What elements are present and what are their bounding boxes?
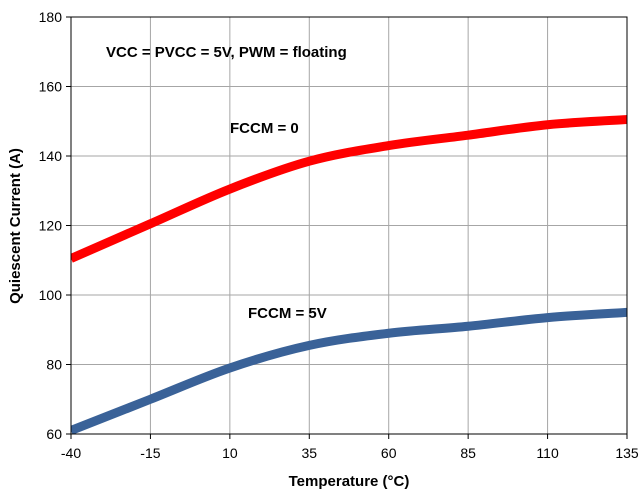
y-tick-label: 100: [39, 287, 63, 303]
series-layer: [71, 115, 627, 434]
y-tick-label: 120: [39, 218, 63, 234]
x-tick-label: 60: [381, 445, 397, 461]
x-tick-label: -40: [61, 445, 81, 461]
y-tick-label: 180: [39, 9, 63, 25]
y-axis-title: Quiescent Current (A): [7, 148, 24, 304]
x-tick-label: 85: [460, 445, 476, 461]
tick-layer: 60 80 100 120 140 160 180 -40 -15 10 35 60 85 110 135: [39, 9, 639, 461]
series-line-fccm-5v: [71, 307, 627, 434]
condition-annotation: VCC = PVCC = 5V, PWM = floating: [106, 44, 347, 61]
series-label-fccm-0: FCCM = 0: [230, 120, 299, 137]
x-tick-label: 135: [615, 445, 639, 461]
annotation-layer: VCC = PVCC = 5V, PWM = floating FCCM = 0 F…: [106, 44, 347, 322]
x-axis-title: Temperature (°C): [289, 473, 410, 490]
x-tick-label: 35: [301, 445, 317, 461]
y-tick-label: 60: [46, 426, 62, 442]
series-label-fccm-5v: FCCM = 5V: [248, 305, 327, 322]
y-tick-label: 80: [46, 357, 62, 373]
y-tick-label: 140: [39, 148, 63, 164]
series-line-fccm-0: [71, 115, 627, 263]
x-tick-label: 10: [222, 445, 238, 461]
y-tick-label: 160: [39, 79, 63, 95]
x-tick-label: -15: [140, 445, 160, 461]
x-tick-label: 110: [536, 445, 559, 461]
